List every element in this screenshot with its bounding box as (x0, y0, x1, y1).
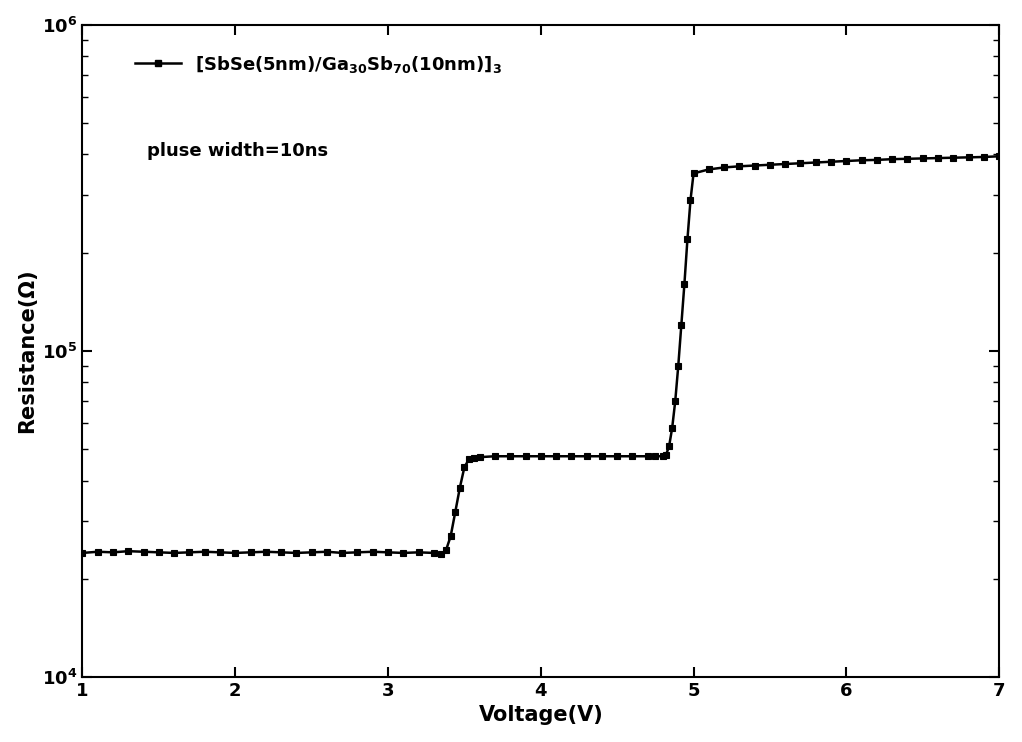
Text: pluse width=10ns: pluse width=10ns (146, 142, 328, 160)
X-axis label: Voltage(V): Voltage(V) (478, 706, 603, 726)
Y-axis label: Resistance(Ω): Resistance(Ω) (16, 269, 37, 433)
Legend: $\mathbf{[SbSe(5nm)/Ga_{30}Sb_{70}(10nm)]_3}$: $\mathbf{[SbSe(5nm)/Ga_{30}Sb_{70}(10nm)… (128, 47, 509, 82)
